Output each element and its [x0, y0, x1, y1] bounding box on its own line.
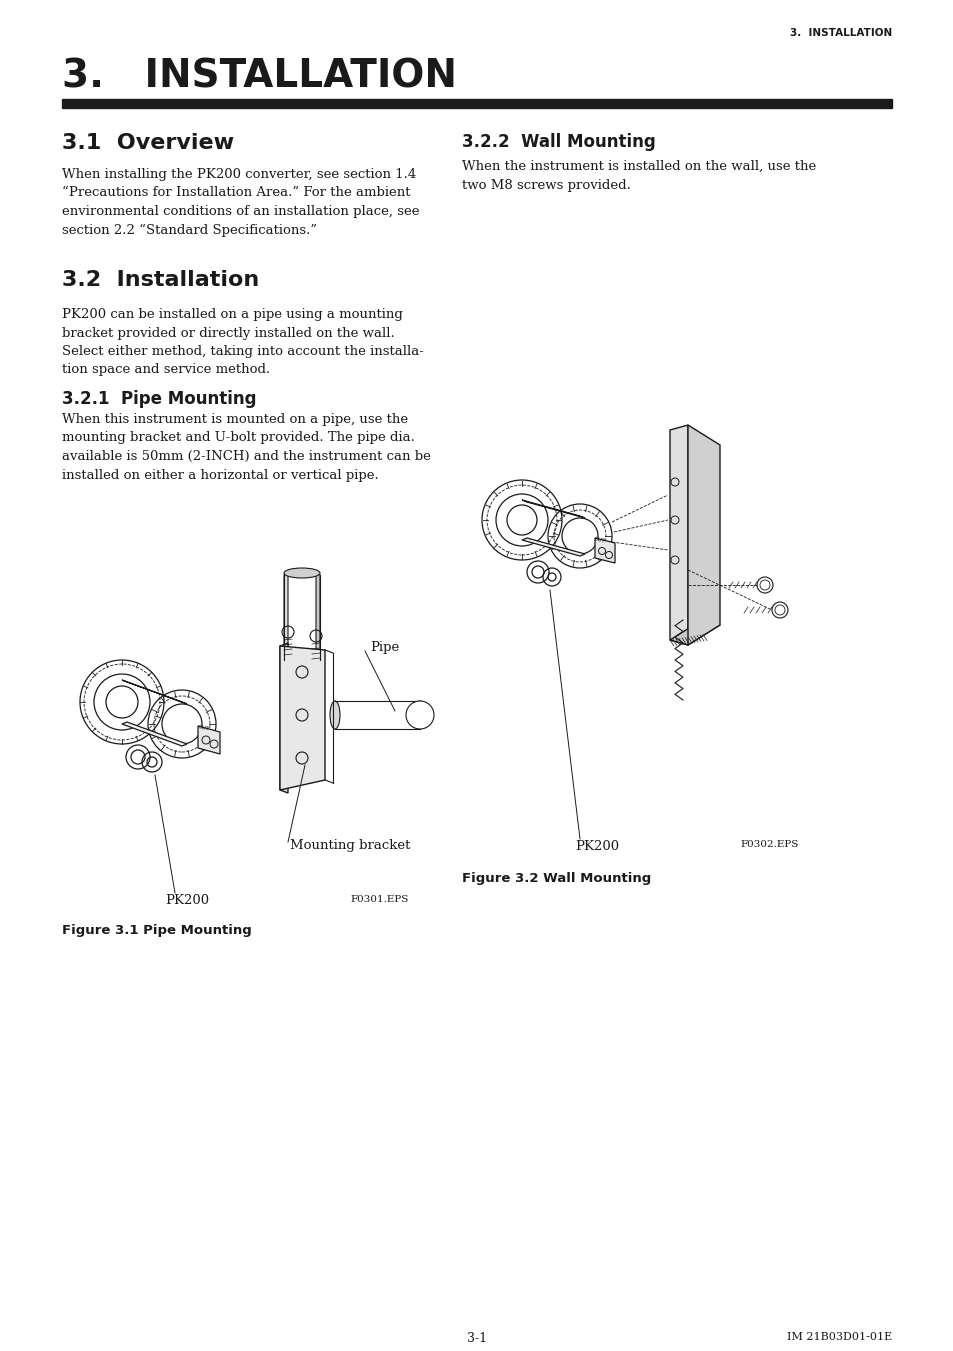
Text: 3.2  Installation: 3.2 Installation [62, 270, 259, 290]
Text: Figure 3.1 Pipe Mounting: Figure 3.1 Pipe Mounting [62, 924, 252, 938]
Text: F0302.EPS: F0302.EPS [740, 840, 798, 848]
Text: 3-1: 3-1 [466, 1332, 487, 1346]
Polygon shape [280, 646, 325, 790]
Text: IM 21B03D01-01E: IM 21B03D01-01E [786, 1332, 891, 1342]
Text: 3.1  Overview: 3.1 Overview [62, 132, 233, 153]
Polygon shape [521, 500, 584, 517]
Text: 3.  INSTALLATION: 3. INSTALLATION [789, 28, 891, 38]
Polygon shape [280, 643, 288, 793]
Text: When installing the PK200 converter, see section 1.4
“Precautions for Installati: When installing the PK200 converter, see… [62, 168, 419, 236]
Ellipse shape [330, 701, 339, 730]
Text: Figure 3.2 Wall Mounting: Figure 3.2 Wall Mounting [461, 871, 651, 885]
Polygon shape [521, 538, 584, 557]
Text: 3.2.1  Pipe Mounting: 3.2.1 Pipe Mounting [62, 390, 256, 408]
Polygon shape [595, 538, 615, 563]
Polygon shape [315, 571, 319, 661]
Polygon shape [198, 725, 220, 754]
Text: 3.2.2  Wall Mounting: 3.2.2 Wall Mounting [461, 132, 655, 151]
Text: OUT: OUT [197, 724, 210, 732]
Polygon shape [669, 620, 720, 644]
Text: OUT: OUT [593, 536, 605, 544]
Polygon shape [669, 426, 687, 644]
Polygon shape [687, 426, 720, 644]
Polygon shape [122, 680, 187, 704]
Ellipse shape [415, 701, 424, 730]
Text: PK200: PK200 [165, 894, 209, 907]
Text: F0301.EPS: F0301.EPS [350, 894, 408, 904]
Text: 3.   INSTALLATION: 3. INSTALLATION [62, 58, 456, 96]
Ellipse shape [284, 567, 319, 578]
Text: Pipe: Pipe [370, 642, 399, 654]
Text: PK200 can be installed on a pipe using a mounting
bracket provided or directly i: PK200 can be installed on a pipe using a… [62, 308, 423, 377]
Text: When this instrument is mounted on a pipe, use the
mounting bracket and U-bolt p: When this instrument is mounted on a pip… [62, 413, 431, 481]
Polygon shape [122, 721, 187, 746]
Polygon shape [284, 571, 288, 661]
Text: PK200: PK200 [575, 840, 618, 852]
Circle shape [406, 701, 434, 730]
Bar [62, 99, 891, 108]
Text: Mounting bracket: Mounting bracket [290, 839, 410, 851]
Text: When the instrument is installed on the wall, use the
two M8 screws provided.: When the instrument is installed on the … [461, 159, 816, 192]
